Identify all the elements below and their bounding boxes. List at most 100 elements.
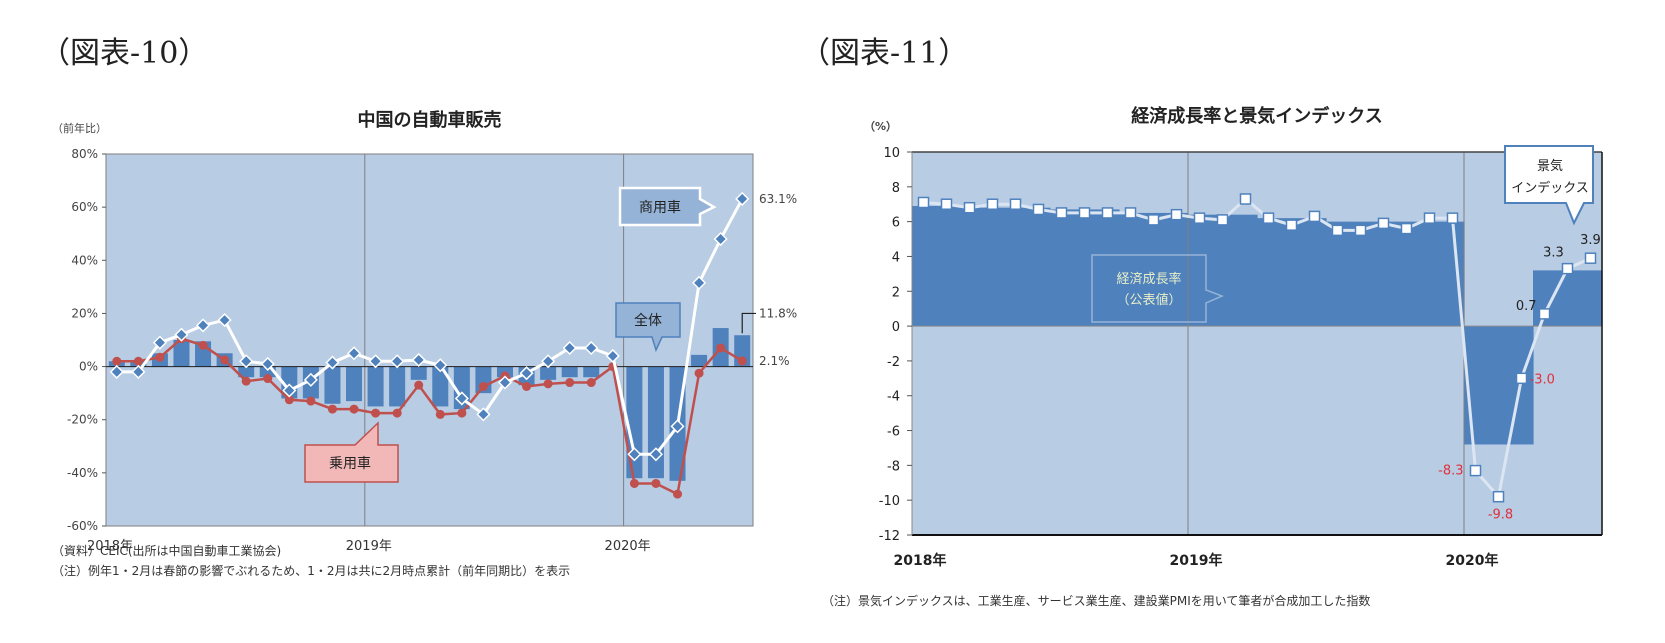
commercial-marker [433,358,448,373]
y-tick-label: -6 [887,425,900,440]
y-tick-label: -20% [67,413,98,427]
index-marker [1492,490,1505,503]
commercial-marker [584,340,599,356]
passenger-callout-label: 乗用車 [329,455,371,472]
y-tick-label: -12 [879,529,900,544]
y-tick-label: -2 [887,355,900,370]
commercial-marker [152,335,167,350]
passenger-marker [737,356,747,366]
right-chart-title: 経済成長率と景気インデックス [1131,106,1383,127]
left-chart-title: 中国の自動車販売 [357,110,502,131]
y-tick-label: 60% [71,200,98,214]
commercial-marker [217,313,232,328]
total-bar [173,340,190,367]
index-callout [1504,145,1594,226]
passenger-marker [263,374,273,384]
index-marker [1515,372,1528,385]
index-marker [1584,252,1597,264]
passenger-marker [543,379,553,389]
index-marker [986,198,999,210]
gdp-area-segment [1234,214,1258,327]
index-marker [1400,222,1413,235]
y-tick-label: -8 [887,459,900,474]
x-tick-label: 2019年 [346,539,392,554]
index-marker [1354,224,1367,237]
total-callout-label: 全体 [634,312,662,329]
y-tick-label: -60% [67,519,98,533]
right-figure-label: （図表-11） [800,36,969,71]
gdp-area-segment [935,205,959,327]
total-bar [561,366,578,378]
total-bar [410,366,427,380]
gdp-area-segment [1050,209,1074,327]
index-marker [917,196,930,209]
index-marker [1009,198,1022,210]
index-data-label: -3.0 [1530,372,1555,387]
passenger-marker [673,489,683,499]
commercial-marker [260,356,275,371]
passenger-marker [522,382,532,391]
y-tick-label: 40% [71,253,98,267]
total-bar [238,366,255,378]
gdp-area-segment [912,205,936,327]
passenger-marker [435,409,445,419]
gdp-area-segment [1096,209,1120,327]
total-bar [367,366,384,407]
commercial-marker [131,364,146,379]
index-marker [1331,224,1344,237]
passenger-marker [133,356,143,366]
commercial-marker [735,191,750,206]
x-tick-label: 2018年 [87,539,133,554]
commercial-marker [109,364,124,379]
commercial-marker [303,372,318,387]
y-tick-label: 6 [892,216,900,231]
commercial-marker [713,231,728,247]
passenger-marker [284,395,294,405]
commercial-marker [239,354,254,369]
index-marker [1078,207,1091,219]
total-bar [691,354,708,367]
left-figure-label: （図表-10） [40,36,209,71]
y-tick-label: -10 [879,494,900,509]
index-data-label: 3.9 [1580,233,1601,248]
total-bar [346,366,363,402]
right-footnote: （注）景気インデックスは、工業生産、サービス業生産、建設業PMIを用いて筆者が合… [822,594,1371,608]
gdp-area-segment [1303,218,1327,327]
commercial-callout [618,186,717,227]
y-tick-label: 4 [892,250,900,265]
x-tick-label: 2020年 [605,539,651,554]
passenger-marker [392,408,402,418]
x-tick-label: 2020年 [1446,552,1499,569]
index-data-label: 0.7 [1516,299,1537,314]
index-marker [1538,308,1551,320]
gdp-area-segment [1188,214,1212,327]
total-bar [324,366,341,404]
index-marker [1170,208,1183,221]
index-marker [1216,214,1229,226]
index-marker [1285,219,1298,231]
y-tick-label: 2 [892,285,900,300]
passenger-marker [349,404,359,414]
total-bar [259,366,276,378]
gdp-area-segment [1395,221,1419,327]
y-tick-label: -40% [67,466,98,480]
left-footnote: （注）例年1・2月は春節の影響でぶれるため、1・2月は共に2月時点累計（前年同期… [52,564,571,578]
left-chart: 80% 60% 40% 20% 0% -20% -40% -60% 2018年 2019年 2020… [67,147,797,554]
index-data-label: -9.8 [1488,508,1513,523]
commercial-marker [497,375,513,390]
commercial-marker [476,407,491,422]
y-tick-label: 10 [883,146,900,161]
index-marker [1308,210,1321,223]
index-callout-line2: インデックス [1511,180,1589,196]
left-source-note: （資料）CEIC(出所は中国自動車工業協会) [52,544,282,558]
commercial-callout-label: 商用車 [639,199,681,216]
total-label-leader [741,312,756,334]
passenger-marker [565,378,575,388]
passenger-callout [304,421,399,483]
left-unit-label: （前年比） [52,122,107,135]
passenger-marker [457,408,467,418]
passenger-marker [586,378,596,388]
index-marker [1262,212,1275,224]
gdp-area-segment [1004,207,1028,327]
